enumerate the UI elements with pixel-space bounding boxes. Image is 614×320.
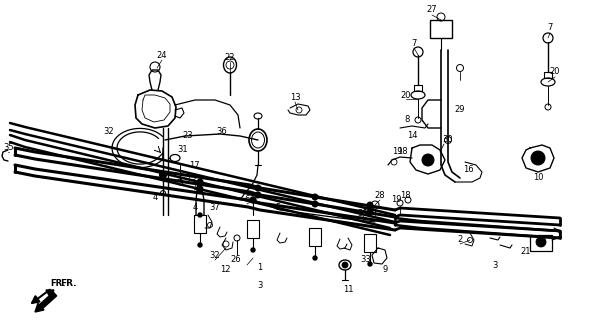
Text: 37: 37	[209, 204, 220, 212]
Text: 22: 22	[225, 53, 235, 62]
Circle shape	[367, 202, 373, 208]
Circle shape	[198, 180, 202, 184]
Circle shape	[160, 172, 166, 179]
Bar	[194, 215, 206, 233]
Text: 14: 14	[406, 131, 418, 140]
Bar	[247, 220, 259, 238]
Text: 32: 32	[104, 127, 114, 137]
Circle shape	[342, 262, 348, 268]
Text: 29: 29	[455, 106, 465, 115]
Text: 21: 21	[521, 247, 531, 257]
Text: 2: 2	[457, 236, 462, 244]
Circle shape	[422, 154, 434, 166]
Text: 1: 1	[257, 263, 263, 273]
Text: 4: 4	[152, 194, 158, 203]
Text: 28: 28	[375, 191, 386, 201]
Text: 31: 31	[177, 146, 188, 155]
Bar	[309, 228, 321, 246]
Text: 30: 30	[443, 135, 453, 145]
Circle shape	[251, 248, 255, 252]
Text: 33: 33	[360, 255, 371, 265]
Text: 35: 35	[4, 143, 14, 153]
Circle shape	[368, 262, 372, 266]
Text: 16: 16	[463, 165, 473, 174]
Text: 34: 34	[358, 209, 368, 218]
Text: 7: 7	[547, 23, 553, 33]
Text: 3: 3	[257, 281, 263, 290]
Circle shape	[313, 256, 317, 260]
Text: 8: 8	[404, 116, 410, 124]
Bar	[544, 72, 552, 78]
Text: 25: 25	[187, 173, 197, 182]
Text: 10: 10	[533, 173, 543, 182]
Text: 12: 12	[220, 266, 230, 275]
Text: 6: 6	[244, 196, 250, 204]
FancyArrow shape	[35, 292, 56, 312]
Text: 18: 18	[397, 148, 407, 156]
Text: 13: 13	[290, 92, 300, 101]
Text: 5: 5	[275, 203, 281, 212]
Text: 19: 19	[391, 196, 402, 204]
Circle shape	[198, 213, 202, 217]
Circle shape	[312, 194, 318, 200]
Bar	[430, 20, 452, 38]
Text: 18: 18	[400, 191, 410, 201]
Text: FR.: FR.	[50, 279, 66, 289]
Text: 20: 20	[401, 91, 411, 100]
Text: 19: 19	[392, 148, 402, 156]
Text: 26: 26	[231, 255, 241, 265]
Circle shape	[531, 151, 545, 165]
Text: 9: 9	[383, 266, 387, 275]
Text: 15: 15	[192, 183, 202, 193]
Text: 36: 36	[217, 126, 227, 135]
Text: 20: 20	[550, 68, 560, 76]
Text: FR.: FR.	[60, 279, 76, 289]
Bar	[414, 85, 422, 91]
Text: 17: 17	[188, 161, 200, 170]
FancyArrow shape	[46, 290, 54, 297]
Circle shape	[197, 186, 203, 192]
Circle shape	[197, 179, 203, 185]
Text: 4: 4	[192, 204, 198, 212]
Text: 27: 27	[427, 5, 437, 14]
Text: 24: 24	[157, 51, 167, 60]
Text: 3: 3	[492, 260, 498, 269]
Text: 7: 7	[411, 38, 417, 47]
Bar	[530, 235, 552, 251]
Text: 23: 23	[183, 131, 193, 140]
Text: 32: 32	[210, 251, 220, 260]
Circle shape	[255, 192, 261, 198]
Bar	[364, 234, 376, 252]
Circle shape	[367, 209, 373, 215]
Circle shape	[255, 185, 261, 191]
Text: 11: 11	[343, 285, 353, 294]
Circle shape	[536, 237, 546, 247]
Circle shape	[198, 243, 202, 247]
Circle shape	[250, 197, 256, 203]
Circle shape	[312, 201, 318, 207]
